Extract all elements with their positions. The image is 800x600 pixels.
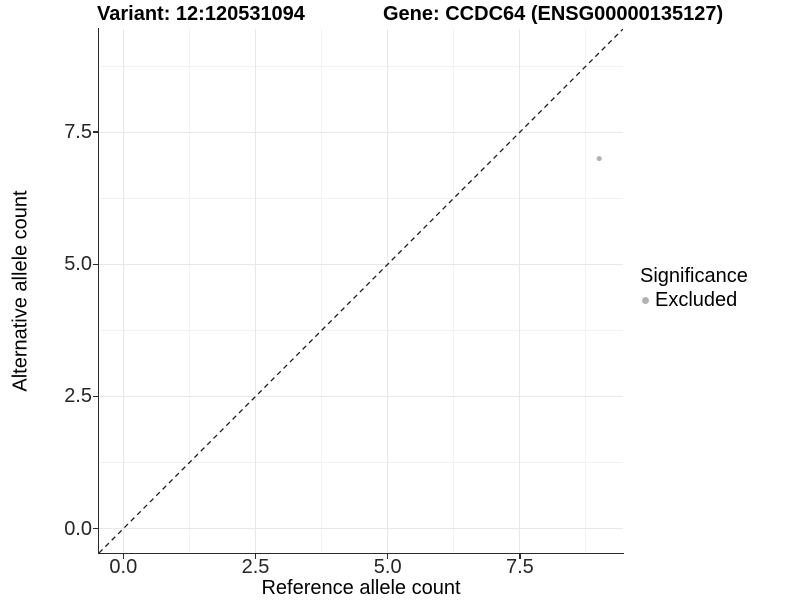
minor-gridline-vertical (585, 29, 587, 553)
y-axis-tick (93, 395, 98, 398)
x-tick-label: 5.0 (373, 556, 402, 578)
minor-gridline-vertical (453, 29, 455, 553)
plot-title-gene: Gene: CCDC64 (ENSG00000135127) (383, 3, 724, 25)
major-gridline-vertical (387, 29, 389, 553)
plot-title-variant: Variant: 12:120531094 (97, 3, 305, 25)
major-gridline-horizontal (99, 131, 623, 133)
x-axis-line (97, 552, 624, 555)
y-axis-tick (93, 527, 98, 530)
x-tick-label: 0.0 (109, 556, 138, 578)
y-tick-label: 0.0 (64, 517, 92, 540)
x-tick-label: 7.5 (505, 556, 534, 578)
data-point (596, 155, 602, 162)
legend: Significance Excluded (640, 264, 748, 311)
y-axis-tick (93, 131, 98, 133)
legend-title: Significance (640, 265, 748, 287)
y-tick-label: 7.5 (64, 121, 92, 144)
major-gridline-horizontal (99, 395, 623, 397)
major-gridline-vertical (519, 29, 521, 553)
minor-gridline-horizontal (99, 197, 623, 199)
minor-gridline-horizontal (99, 65, 623, 67)
x-axis-tick (519, 554, 521, 559)
y-tick-label: 2.5 (64, 385, 92, 408)
minor-gridline-horizontal (99, 462, 623, 464)
y-axis-line (97, 28, 100, 554)
minor-gridline-vertical (188, 29, 190, 553)
y-axis-tick (93, 263, 98, 266)
legend-item-label: Excluded (655, 288, 738, 311)
y-tick-label: 5.0 (64, 253, 92, 276)
x-axis-title: Reference allele count (261, 577, 461, 599)
major-gridline-horizontal (99, 528, 623, 530)
legend-item-excluded: Excluded (640, 289, 748, 311)
minor-gridline-horizontal (99, 329, 623, 331)
x-axis-tick (254, 554, 257, 559)
y-axis-title: Alternative allele count (9, 190, 32, 392)
identity-line (99, 29, 623, 553)
major-gridline-vertical (122, 29, 124, 553)
major-gridline-vertical (255, 29, 256, 553)
minor-gridline-vertical (321, 29, 323, 553)
major-gridline-horizontal (99, 263, 623, 265)
plot-geoms (99, 29, 623, 553)
legend-point-icon (642, 296, 649, 304)
x-axis-tick (122, 554, 125, 559)
x-axis-tick (386, 554, 389, 559)
x-tick-label: 2.5 (241, 556, 270, 578)
plot-panel (99, 29, 623, 553)
